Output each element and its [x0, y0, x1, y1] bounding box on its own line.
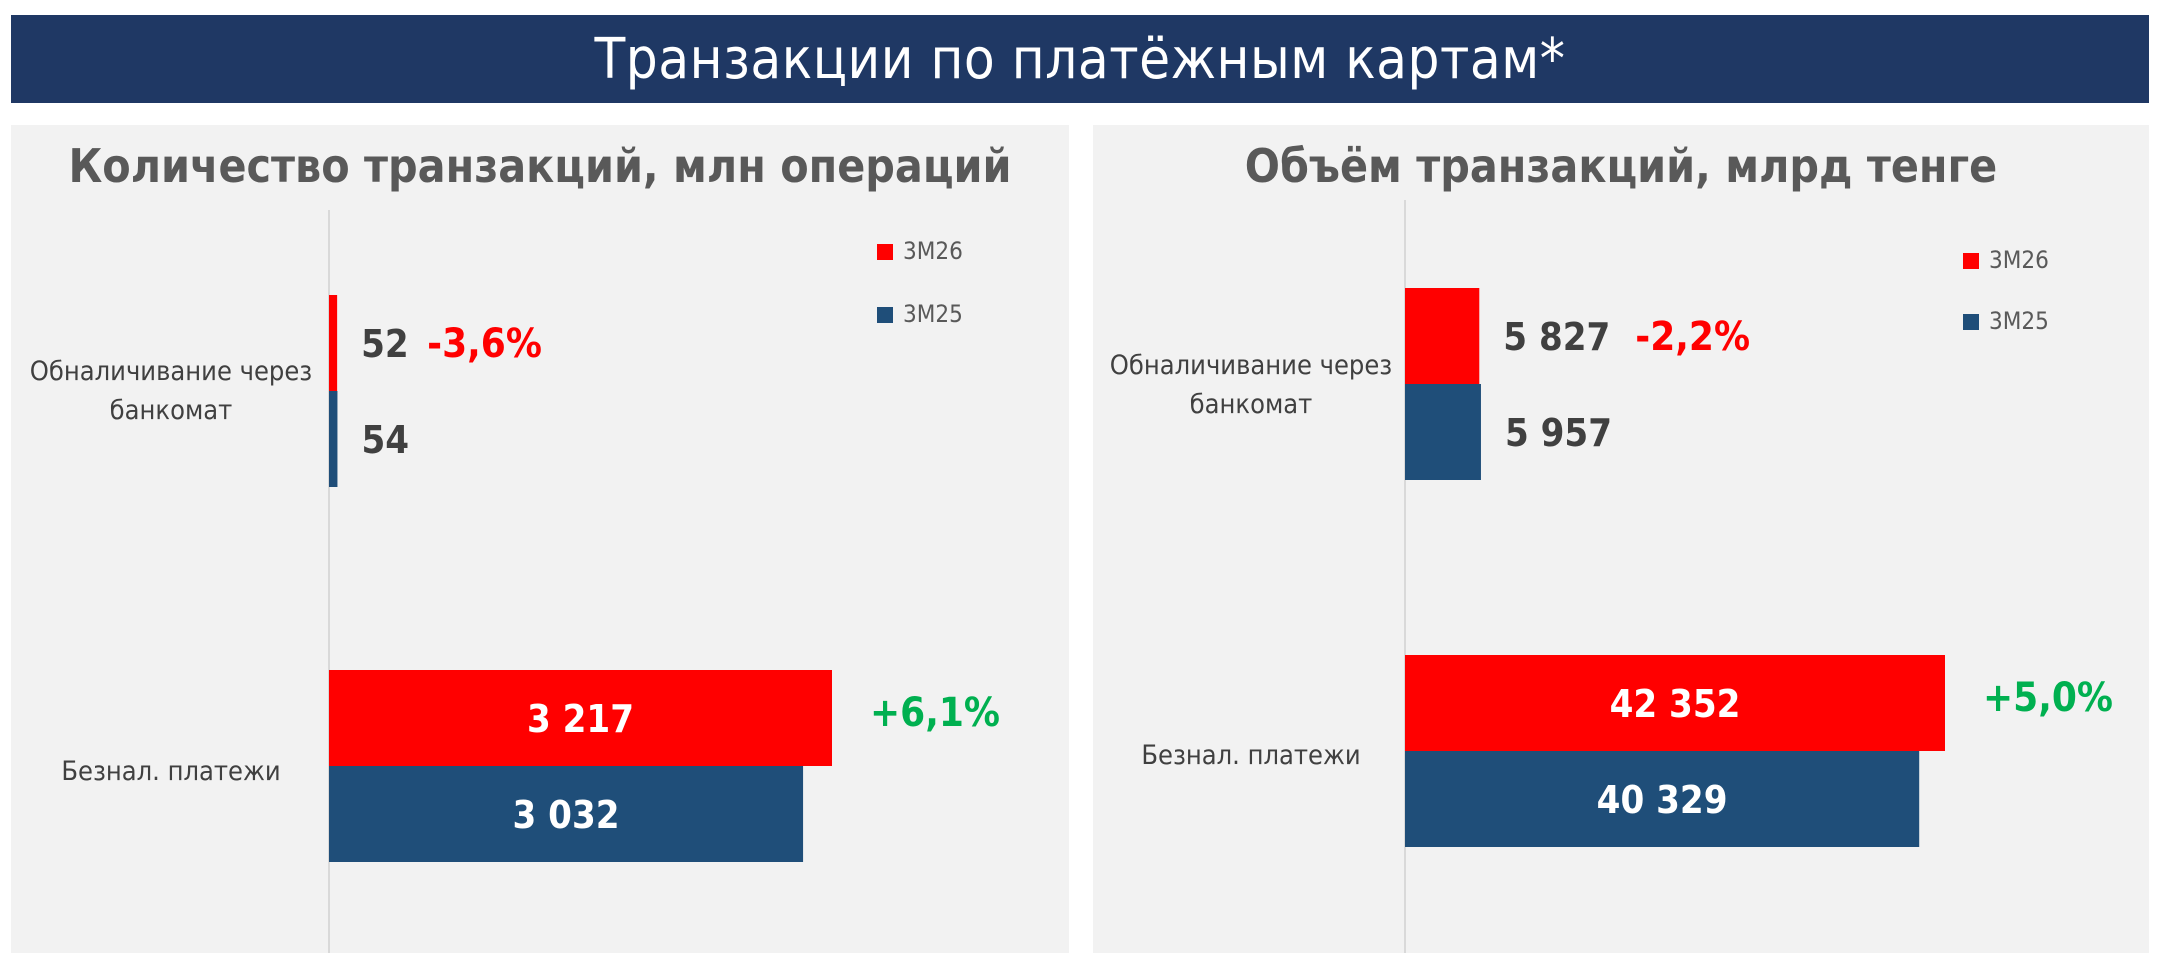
legend-label: 3М26	[903, 237, 963, 265]
category-label: банкомат	[1190, 389, 1313, 420]
bar-3м25	[329, 391, 338, 487]
title-banner: Транзакции по платёжным картам*	[11, 15, 2149, 103]
legend-swatch-3м26	[1963, 253, 1979, 269]
data-label: 42 352	[1610, 682, 1741, 726]
category-label: Обналичивание через	[1110, 350, 1392, 381]
bar-3м25	[329, 766, 804, 862]
chart-title: Количество транзакций, млн операций	[68, 139, 1012, 193]
data-label: 3 032	[513, 793, 620, 837]
bar-3м26	[1405, 655, 1945, 751]
data-label: 5 827	[1503, 315, 1610, 359]
chart-svg: Обналичивание через банкомат 52 54 -3,6% Безн…	[30, 210, 1000, 953]
category-label: Обналичивание через	[30, 356, 312, 387]
change-label: -2,2%	[1635, 314, 1750, 360]
legend-label: 3М25	[1989, 307, 2049, 335]
bar-3м26	[1405, 288, 1480, 384]
chart-panel-transaction-volume: Объём транзакций, млрд тенге Обналичиван…	[1093, 125, 2149, 953]
data-label: 5 957	[1505, 411, 1612, 455]
chart-panel-transaction-count: Количество транзакций, млн операций Обна…	[11, 125, 1069, 953]
change-label: +6,1%	[870, 690, 1000, 736]
bar-3м25	[1405, 384, 1481, 480]
category-label: Безнал. платежи	[61, 756, 280, 787]
bar-3м26	[329, 295, 338, 391]
legend-swatch-3м25	[1963, 314, 1979, 330]
legend-swatch-3м26	[877, 244, 893, 260]
change-label: +5,0%	[1983, 675, 2113, 721]
change-label: -3,6%	[427, 321, 542, 367]
data-label: 3 217	[527, 697, 634, 741]
legend-label: 3М25	[903, 300, 963, 328]
legend-swatch-3м25	[877, 307, 893, 323]
legend-label: 3М26	[1989, 246, 2049, 274]
chart-title: Объём транзакций, млрд тенге	[1244, 139, 1998, 193]
chart-svg: Обналичивание через банкомат 5 827 5 957 -2,…	[1110, 200, 2113, 953]
data-label: 52	[361, 322, 409, 366]
banner-title: Транзакции по платёжным картам*	[594, 26, 1566, 92]
bar-3м25	[1405, 751, 1920, 847]
data-label: 54	[361, 418, 409, 462]
bar-3м26	[329, 670, 832, 766]
category-label: банкомат	[110, 395, 233, 426]
data-label: 40 329	[1597, 778, 1728, 822]
category-label: Безнал. платежи	[1141, 740, 1360, 771]
